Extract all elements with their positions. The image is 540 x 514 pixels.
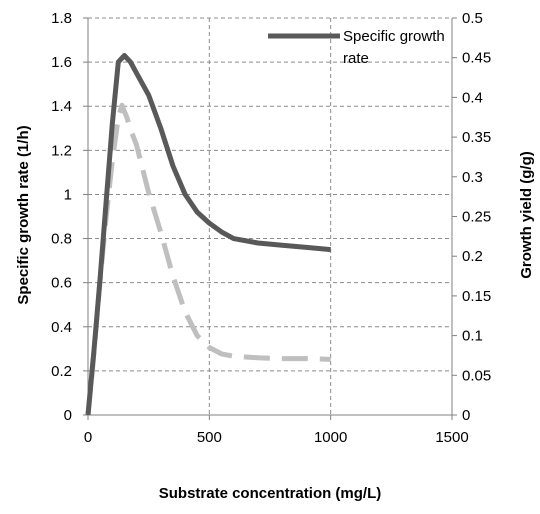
x-tick-label: 0 <box>84 429 92 446</box>
y2-tick-label: 0.15 <box>462 288 491 305</box>
y2-tick-label: 0.25 <box>462 209 491 226</box>
y2-axis-ticks: 0 0.05 0.1 0.15 0.2 0.25 0.3 0.35 0.4 0.45 0.5 <box>452 10 491 424</box>
legend-label-line: rate <box>343 50 369 67</box>
legend-label-line: Specific growth <box>343 28 445 45</box>
y-tick-label: 1.6 <box>51 54 72 71</box>
y2-tick-label: 0.05 <box>462 367 491 384</box>
x-tick-label: 1000 <box>314 429 347 446</box>
x-axis-ticks: 0 500 1000 1500 <box>84 415 469 446</box>
x-tick-label: 1500 <box>435 429 468 446</box>
y-axis-ticks: 0 0.2 0.4 0.6 0.8 1 1.2 1.4 1.6 1.8 <box>51 10 88 424</box>
y-tick-label: 1.8 <box>51 10 72 27</box>
x-axis-title: Substrate concentration (mg/L) <box>159 485 382 502</box>
y-tick-label: 0.8 <box>51 231 72 248</box>
series-group <box>85 53 331 416</box>
y2-tick-label: 0 <box>462 407 470 424</box>
y2-axis-title: Growth yield (g/g) <box>518 151 535 279</box>
y-tick-label: 0.6 <box>51 275 72 292</box>
y2-tick-label: 0.5 <box>462 10 483 27</box>
y2-tick-label: 0.1 <box>462 328 483 345</box>
legend-label: Specific growth rate <box>343 28 445 67</box>
y-tick-label: 0 <box>64 407 72 424</box>
y2-tick-label: 0.4 <box>462 89 483 106</box>
x-tick-label: 500 <box>197 429 222 446</box>
y2-tick-label: 0.2 <box>462 248 483 265</box>
y-tick-label: 1 <box>64 186 72 203</box>
y-tick-label: 1.4 <box>51 98 72 115</box>
y2-tick-label: 0.45 <box>462 50 491 67</box>
y2-tick-label: 0.35 <box>462 129 491 146</box>
y2-tick-label: 0.3 <box>462 169 483 186</box>
legend: Specific growth rate <box>268 28 445 67</box>
y-axis-title: Specific growth rate (1/h) <box>15 125 32 304</box>
y-tick-label: 1.2 <box>51 142 72 159</box>
grid <box>87 17 453 416</box>
series-line-specific-growth-rate <box>85 53 331 416</box>
y-tick-label: 0.2 <box>51 363 72 380</box>
y-tick-label: 0.4 <box>51 319 72 336</box>
